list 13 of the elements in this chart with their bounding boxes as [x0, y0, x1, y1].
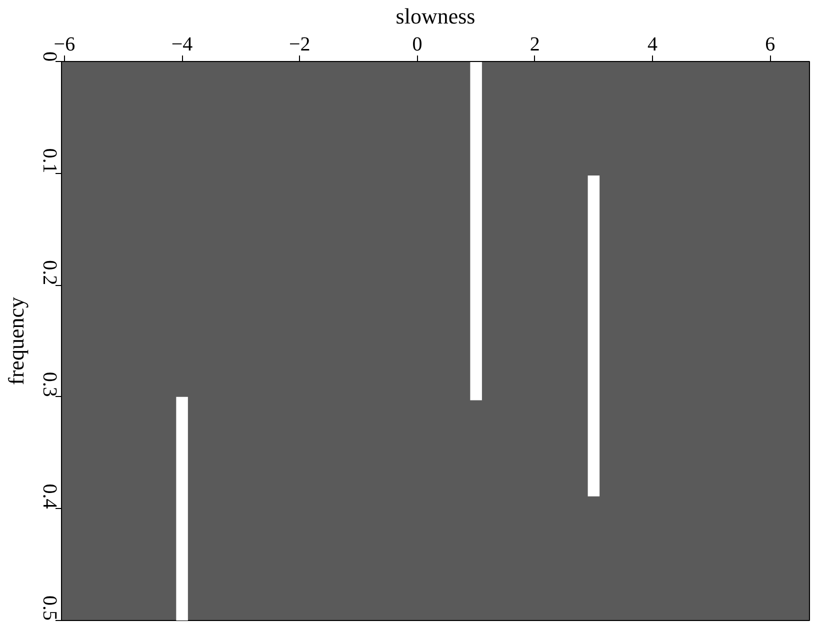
- y-tick-label: 0.2: [38, 260, 60, 286]
- x-axis-title: slowness: [396, 4, 476, 28]
- x-tick-label: −2: [289, 34, 310, 56]
- x-tick-label: −4: [171, 34, 193, 56]
- y-axis-title: frequency: [4, 297, 28, 385]
- y-tick-label: 0.5: [38, 596, 60, 620]
- y-tick-label: 0.4: [38, 484, 60, 509]
- x-tick-label: 6: [765, 34, 776, 56]
- x-tick-label: 2: [530, 34, 540, 56]
- x-tick-label: 0: [412, 34, 422, 56]
- y-tick-label: 0.3: [38, 372, 60, 397]
- y-tick-label: 0.1: [38, 148, 60, 174]
- x-tick-label: 4: [647, 34, 658, 56]
